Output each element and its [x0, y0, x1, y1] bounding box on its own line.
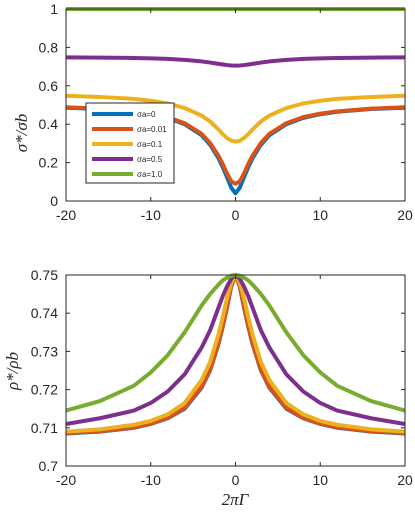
top-plot-x-tick-label: 0 [232, 207, 240, 223]
bottom-plot-axes-box [65, 274, 406, 467]
legend: σa=0 σa=0.01 σa=0.1 σa=0.5 σa=1.0 [85, 102, 175, 184]
bottom-plot-x-tick-label: 0 [232, 472, 240, 488]
bottom-plot-x-tick-label: 20 [397, 472, 413, 488]
top-plot-y-tick-label: 0.2 [39, 155, 59, 171]
top-plot-y-axis-label: σ*/σb [12, 114, 31, 153]
bottom-plot-series-line-2 [66, 273, 405, 434]
bottom-plot-x-tick-label: -10 [141, 472, 161, 488]
bottom-plot-x-tick-label: -20 [56, 472, 76, 488]
top-plot-y-tick-label: 0 [50, 193, 58, 209]
top-plot-x-tick-label: 20 [397, 207, 413, 223]
top-plot-series-line-3 [66, 55, 405, 68]
bottom-plot-series-line-3 [66, 273, 405, 426]
bottom-plot-ylabel-text: ρ*/ρb [3, 352, 22, 391]
bottom-plot-x-tick-label: 10 [312, 472, 328, 488]
top-plot-y-tick-label: 0.8 [39, 39, 59, 55]
top-plot-y-tick-label: 0.4 [39, 116, 59, 132]
top-plot-y-tick-label: 0.6 [39, 78, 59, 94]
bottom-plot: -20 -10 0 10 20 0.7 0.71 0.72 0.73 0.74 0.75 ρ*/ρb… [3, 267, 413, 509]
bottom-plot-series-line-1 [66, 273, 405, 436]
bottom-plot-y-tick-label: 0.7 [39, 458, 59, 474]
top-plot-x-tick-label: -10 [141, 207, 161, 223]
bottom-plot-series-line-4 [66, 273, 405, 413]
top-plot-x-tick-label: 10 [312, 207, 328, 223]
top-plot-y-tick-label: 1 [50, 1, 58, 17]
bottom-plot-xlabel: 2πΓ [222, 490, 250, 509]
bottom-plot-y-tick-label: 0.73 [31, 343, 58, 359]
bottom-plot-y-axis-label: ρ*/ρb [3, 352, 22, 391]
bottom-plot-ticks: -20 -10 0 10 20 0.7 0.71 0.72 0.73 0.74 0.75 [31, 267, 413, 488]
top-plot-ticks: -20 -10 0 10 20 0 0.2 0.4 0.6 0.8 1 [39, 1, 413, 223]
bottom-plot-y-tick-label: 0.71 [31, 420, 58, 436]
legend-entry-3: σa=0.5 [137, 155, 163, 164]
bottom-plot-series-group [66, 273, 405, 436]
top-plot-x-tick-label: -20 [56, 207, 76, 223]
bottom-plot-y-tick-label: 0.74 [31, 305, 58, 321]
bottom-plot-series-line-0 [66, 273, 405, 436]
bottom-plot-y-tick-label: 0.72 [31, 382, 58, 398]
bottom-plot-y-tick-label: 0.75 [31, 267, 58, 283]
legend-entry-0: σa=0 [137, 110, 156, 119]
legend-entry-4: σa=1.0 [137, 170, 163, 179]
top-plot-ylabel-text: σ*/σb [12, 114, 31, 153]
legend-entry-1: σa=0.01 [137, 125, 167, 134]
legend-entry-2: σa=0.1 [137, 140, 163, 149]
